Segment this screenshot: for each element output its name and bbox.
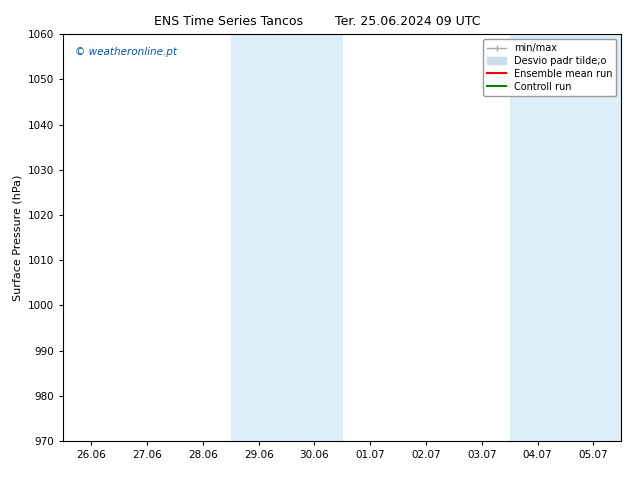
Text: ENS Time Series Tancos        Ter. 25.06.2024 09 UTC: ENS Time Series Tancos Ter. 25.06.2024 0… bbox=[154, 15, 480, 28]
Y-axis label: Surface Pressure (hPa): Surface Pressure (hPa) bbox=[13, 174, 23, 301]
Legend: min/max, Desvio padr tilde;o, Ensemble mean run, Controll run: min/max, Desvio padr tilde;o, Ensemble m… bbox=[483, 39, 616, 96]
Bar bbox=[510, 34, 621, 441]
Bar bbox=[231, 34, 342, 441]
Text: © weatheronline.pt: © weatheronline.pt bbox=[75, 47, 176, 56]
